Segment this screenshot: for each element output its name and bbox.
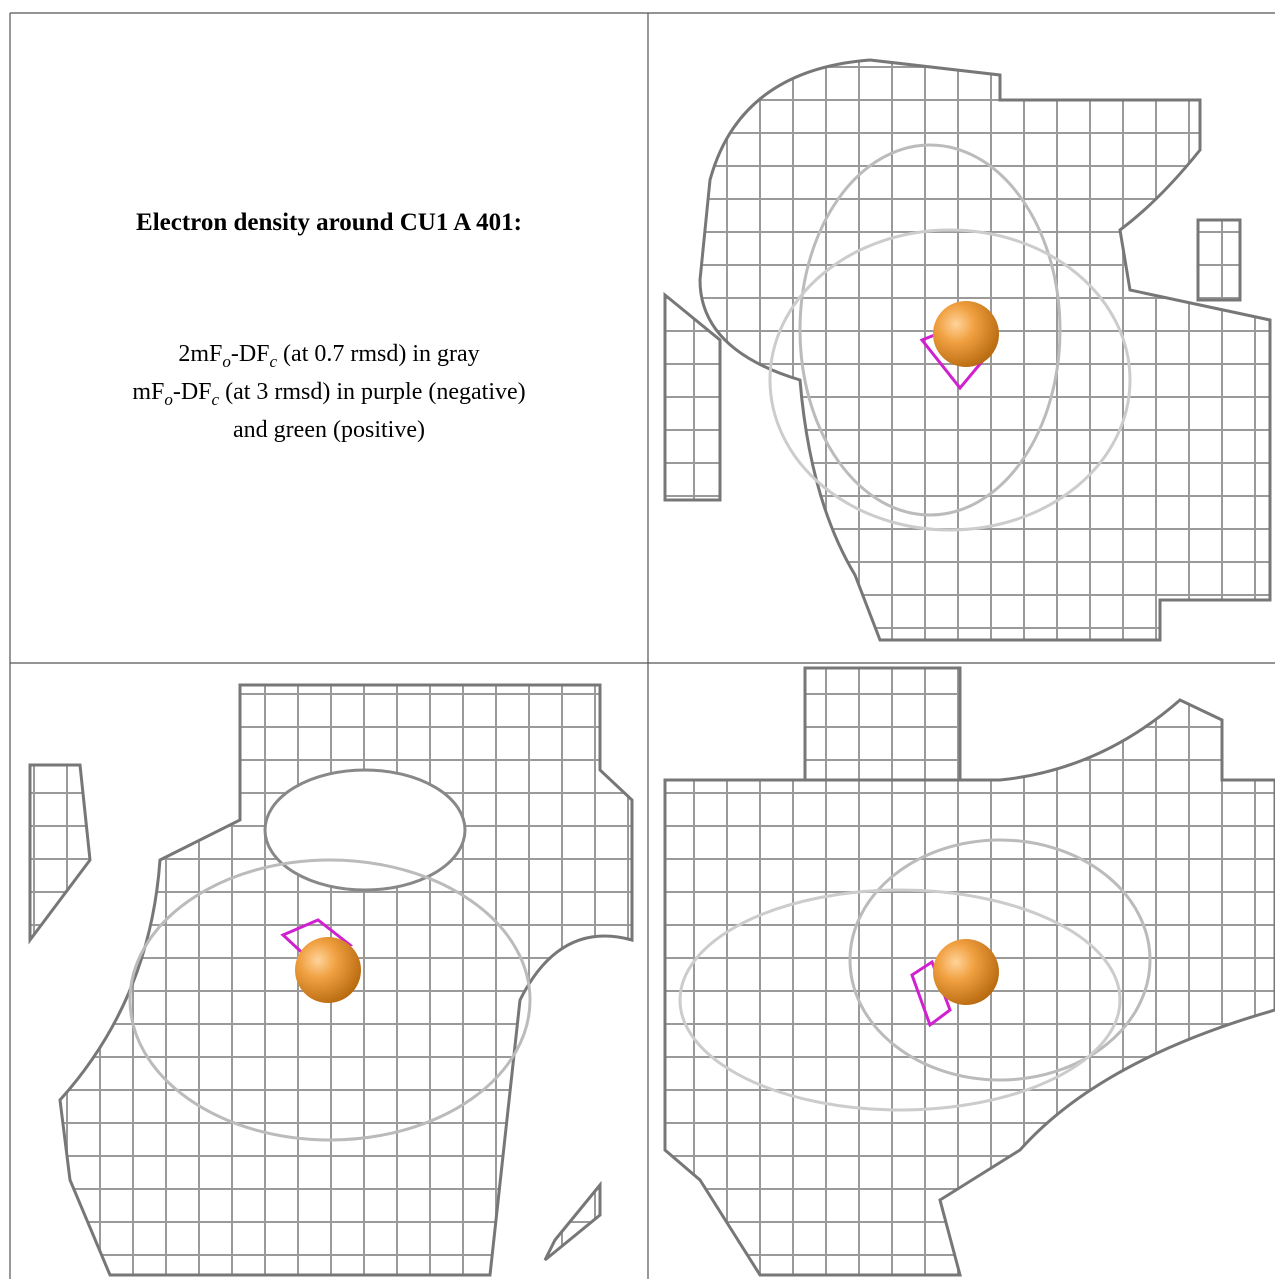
legend-text: -DF [172,379,212,405]
legend-line: 2mFo-DFc (at 0.7 rmsd) in gray [10,335,648,373]
legend-line: mFo-DFc (at 3 rmsd) in purple (negative) [10,373,648,411]
density-panel [28,683,634,1277]
legend-text: (at 3 rmsd) in purple (negative) [219,379,526,405]
legend-text: -DF [230,341,270,367]
subscript: o [222,351,231,371]
table-borders [9,12,1275,1279]
caption-legend: 2mFo-DFc (at 0.7 rmsd) in gray mFo-DFc (a… [10,335,648,449]
density-panel [663,666,1275,1277]
density-panel [663,58,1272,642]
caption-cell: Electron density around CU1 A 401: 2mFo-… [10,13,648,663]
caption-title: Electron density around CU1 A 401: [136,209,522,236]
legend-line: and green (positive) [10,411,648,449]
subscript: c [269,351,278,371]
subscript: c [211,389,220,409]
legend-text: (at 0.7 rmsd) in gray [277,341,480,367]
legend-text: and green (positive) [233,417,425,443]
legend-text: mF [132,379,165,405]
legend-text: 2mF [178,341,223,367]
subscript: o [164,389,173,409]
